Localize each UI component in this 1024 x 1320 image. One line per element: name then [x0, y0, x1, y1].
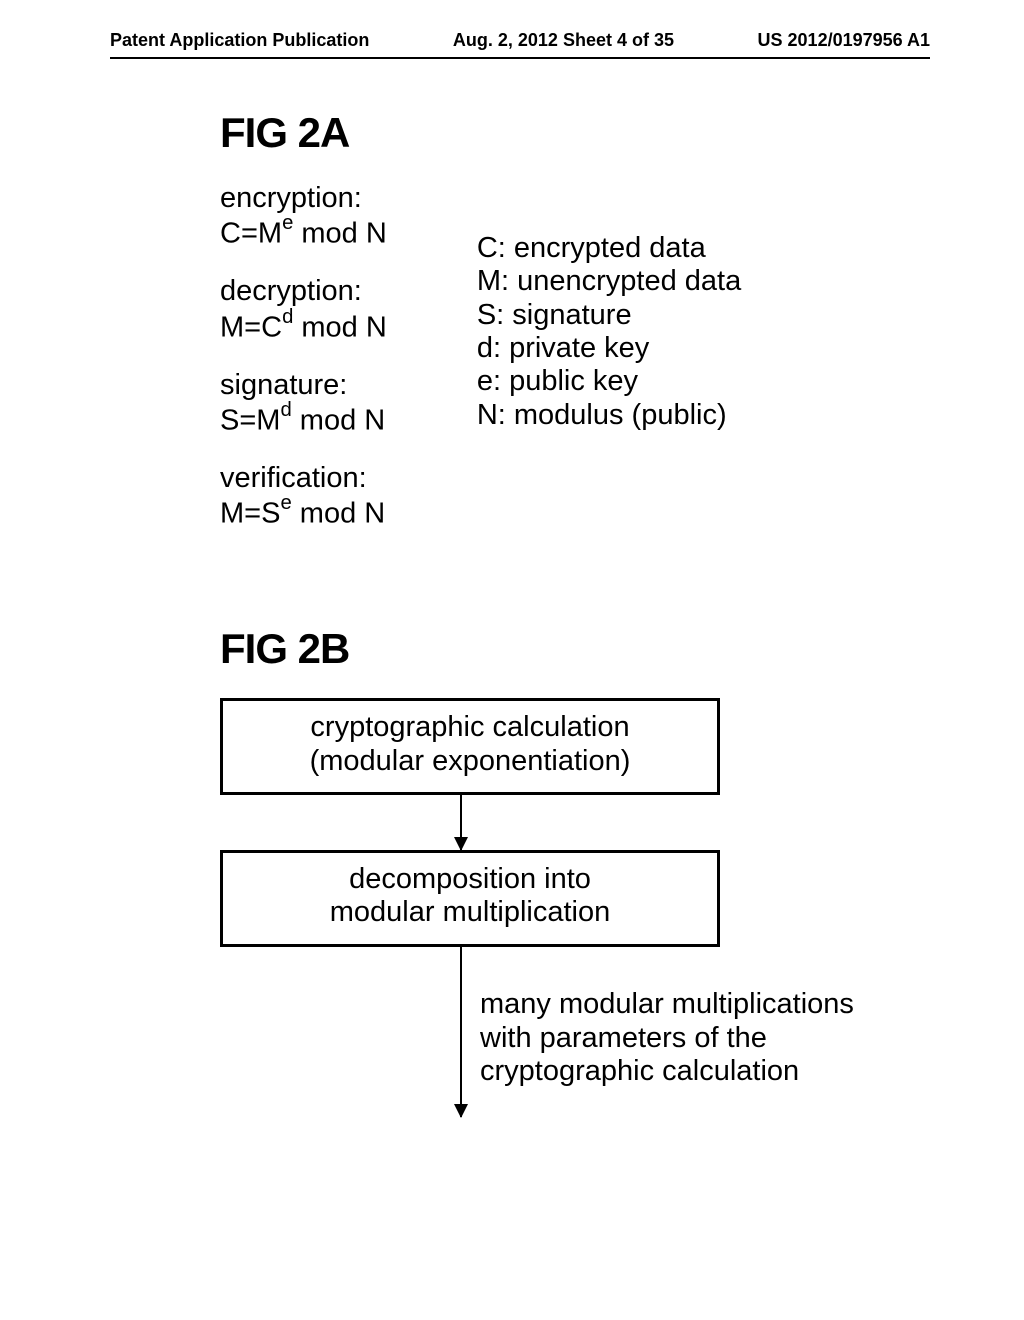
arrow-head-icon — [454, 1104, 468, 1118]
legend-line: N: modulus (public) — [477, 399, 741, 432]
equation-verification: verification: M=Se mod N — [220, 462, 387, 531]
legend-line: e: public key — [477, 365, 741, 398]
legend-line: M: unencrypted data — [477, 265, 741, 298]
legend-line: S: signature — [477, 299, 741, 332]
page: Patent Application Publication Aug. 2, 2… — [0, 0, 1024, 1177]
equation-encryption: encryption: C=Me mod N — [220, 182, 387, 251]
figure-2b: FIG 2B cryptographic calculation (modula… — [220, 625, 964, 1116]
figure-2b-title: FIG 2B — [220, 625, 964, 673]
page-header: Patent Application Publication Aug. 2, 2… — [110, 30, 930, 59]
flow-side-note: many modular multiplications with parame… — [480, 988, 900, 1088]
header-left: Patent Application Publication — [110, 30, 369, 51]
flow-box-decomposition: decomposition into modular multiplicatio… — [220, 850, 720, 947]
figure-2a-legend: C: encrypted data M: unencrypted data S:… — [477, 232, 741, 555]
legend-line: d: private key — [477, 332, 741, 365]
figure-2a-title: FIG 2A — [220, 109, 964, 157]
arrow-down-icon — [460, 947, 462, 1117]
figure-2a: FIG 2A encryption: C=Me mod N decryption… — [220, 109, 964, 555]
header-center: Aug. 2, 2012 Sheet 4 of 35 — [369, 30, 757, 51]
arrow-down-icon — [460, 795, 462, 850]
legend-line: C: encrypted data — [477, 232, 741, 265]
figure-2a-equations: encryption: C=Me mod N decryption: M=Cd … — [220, 182, 387, 555]
flow-box-crypto-calc: cryptographic calculation (modular expon… — [220, 698, 720, 795]
equation-signature: signature: S=Md mod N — [220, 369, 387, 438]
equation-decryption: decryption: M=Cd mod N — [220, 275, 387, 344]
header-right: US 2012/0197956 A1 — [758, 30, 930, 51]
content-area: FIG 2A encryption: C=Me mod N decryption… — [220, 109, 964, 1117]
arrow-head-icon — [454, 837, 468, 851]
flowchart: cryptographic calculation (modular expon… — [220, 698, 720, 1116]
